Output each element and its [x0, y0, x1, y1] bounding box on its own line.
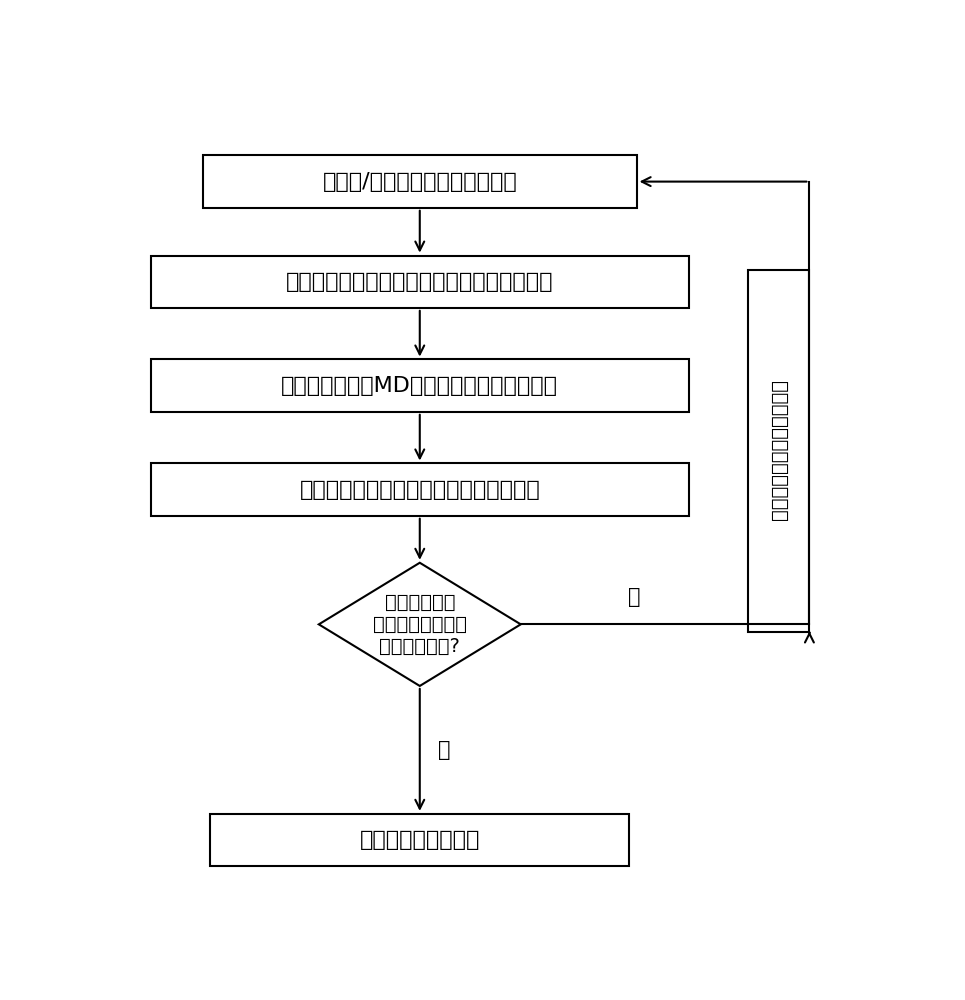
Text: 否: 否 — [628, 587, 641, 607]
Polygon shape — [318, 563, 521, 686]
Text: 是: 是 — [438, 740, 451, 760]
Text: 调整包合体系的参数重新回: 调整包合体系的参数重新回 — [769, 381, 788, 522]
Text: 产生主/客体复合体系的初始结构: 产生主/客体复合体系的初始结构 — [322, 172, 517, 192]
Bar — [151, 359, 689, 412]
Bar — [748, 270, 810, 632]
Text: 计算所得相对
包合自由能与实验
结果是否一致?: 计算所得相对 包合自由能与实验 结果是否一致? — [372, 593, 467, 656]
Bar — [151, 256, 689, 308]
Text: 利用提取出的代表性构象计算包合自由能: 利用提取出的代表性构象计算包合自由能 — [299, 480, 540, 500]
Text: 利用聚类分析从MD轨迹中提取出代表性构象: 利用聚类分析从MD轨迹中提取出代表性构象 — [281, 376, 559, 396]
Text: 代表性构象得到确认: 代表性构象得到确认 — [360, 830, 480, 850]
Bar — [151, 463, 689, 516]
Text: 利用分子动力学模拟产生大量可能的包合构象: 利用分子动力学模拟产生大量可能的包合构象 — [286, 272, 554, 292]
Bar — [203, 155, 637, 208]
Bar — [210, 814, 629, 866]
